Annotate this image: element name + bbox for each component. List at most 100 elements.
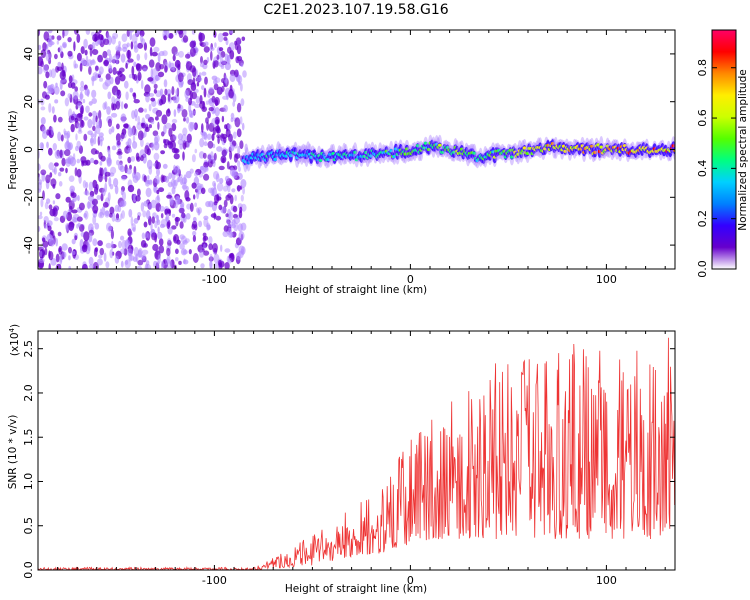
noise-speckle: [203, 141, 208, 147]
noise-speckle: [114, 218, 121, 223]
noise-speckle: [203, 235, 209, 241]
noise-speckle: [160, 260, 165, 268]
noise-speckle: [203, 250, 210, 256]
noise-speckle: [155, 196, 161, 204]
signal-core: [246, 161, 251, 165]
noise-speckle: [157, 226, 160, 234]
noise-speckle: [181, 212, 186, 219]
noise-speckle: [53, 217, 59, 222]
noise-speckle: [140, 122, 144, 127]
noise-speckle: [100, 34, 104, 41]
noise-speckle: [79, 86, 85, 92]
noise-speckle: [218, 262, 223, 269]
noise-speckle: [92, 110, 97, 118]
noise-speckle: [168, 32, 174, 39]
noise-speckle: [68, 221, 75, 232]
noise-speckle: [82, 244, 88, 253]
signal-core: [491, 150, 495, 154]
noise-speckle: [57, 61, 62, 68]
noise-speckle: [90, 148, 98, 155]
noise-speckle: [111, 35, 116, 45]
noise-speckle: [166, 247, 171, 257]
noise-speckle: [136, 53, 141, 61]
noise-speckle: [186, 185, 189, 192]
noise-speckle: [167, 227, 173, 235]
signal-core: [392, 154, 397, 159]
noise-speckle: [58, 172, 62, 177]
noise-speckle: [64, 97, 70, 107]
noise-speckle: [174, 203, 178, 209]
noise-speckle: [62, 251, 67, 258]
noise-speckle: [46, 129, 50, 136]
noise-speckle: [201, 71, 207, 76]
noise-speckle: [135, 195, 141, 202]
noise-speckle: [78, 202, 85, 211]
snr-panel: -100 0 100 0.0 0.5 1.0 1.5 2.0 2.5 Height of str…: [7, 324, 676, 595]
noise-speckle: [83, 190, 89, 196]
noise-speckle: [130, 156, 136, 162]
noise-speckle: [59, 80, 63, 90]
noise-speckle: [61, 157, 66, 167]
y-tick-label: 0.5: [22, 517, 35, 535]
noise-speckle: [147, 92, 155, 97]
noise-speckle: [159, 50, 165, 57]
noise-speckle: [237, 160, 241, 168]
noise-speckle: [65, 167, 68, 174]
noise-speckle: [144, 108, 147, 113]
noise-speckle: [140, 138, 144, 147]
noise-speckle: [203, 173, 210, 181]
noise-speckle: [98, 136, 104, 142]
noise-speckle: [117, 71, 123, 78]
noise-speckle: [208, 86, 215, 94]
noise-speckle: [164, 175, 170, 183]
noise-speckle: [216, 54, 220, 60]
noise-speckle: [229, 150, 233, 160]
noise-speckle: [227, 46, 232, 54]
noise-speckle: [70, 115, 75, 121]
noise-speckle: [166, 194, 173, 199]
noise-speckle: [126, 49, 132, 60]
noise-speckle: [153, 88, 157, 94]
noise-speckle: [240, 179, 247, 188]
noise-speckle: [156, 214, 159, 224]
noise-speckle: [97, 54, 103, 63]
noise-speckle: [43, 216, 49, 224]
noise-speckle: [211, 75, 218, 81]
noise-speckle: [145, 94, 150, 103]
noise-speckle: [199, 41, 203, 47]
noise-speckle: [208, 107, 214, 112]
noise-speckle: [38, 174, 41, 182]
noise-speckle: [116, 46, 123, 52]
noise-speckle: [171, 225, 177, 230]
noise-speckle: [57, 231, 62, 237]
noise-speckle: [214, 107, 220, 117]
noise-speckle: [81, 263, 88, 269]
noise-speckle: [49, 83, 55, 94]
noise-speckle: [150, 97, 156, 102]
noise-speckle: [143, 243, 148, 248]
spectrogram-heatmap: [38, 30, 675, 269]
colorbar-gradient: [712, 30, 736, 269]
noise-speckle: [212, 243, 218, 253]
noise-speckle: [102, 201, 109, 208]
y-tick-label: -20: [22, 188, 35, 206]
noise-speckle: [222, 32, 229, 37]
noise-speckle: [222, 230, 229, 238]
signal-core: [389, 149, 394, 153]
noise-speckle: [132, 256, 138, 263]
noise-speckle: [120, 113, 127, 123]
noise-speckle: [224, 62, 231, 71]
noise-speckle: [47, 220, 53, 227]
noise-speckle: [141, 232, 146, 240]
signal-core: [284, 154, 288, 158]
noise-speckle: [173, 148, 180, 154]
noise-speckle: [163, 124, 167, 135]
noise-speckle: [91, 41, 96, 51]
noise-speckle: [82, 98, 86, 104]
noise-speckle: [202, 166, 209, 173]
noise-speckle: [40, 198, 44, 208]
noise-speckle: [65, 196, 71, 203]
noise-speckle: [98, 254, 103, 259]
noise-speckle: [76, 52, 82, 62]
noise-speckle: [215, 215, 222, 221]
